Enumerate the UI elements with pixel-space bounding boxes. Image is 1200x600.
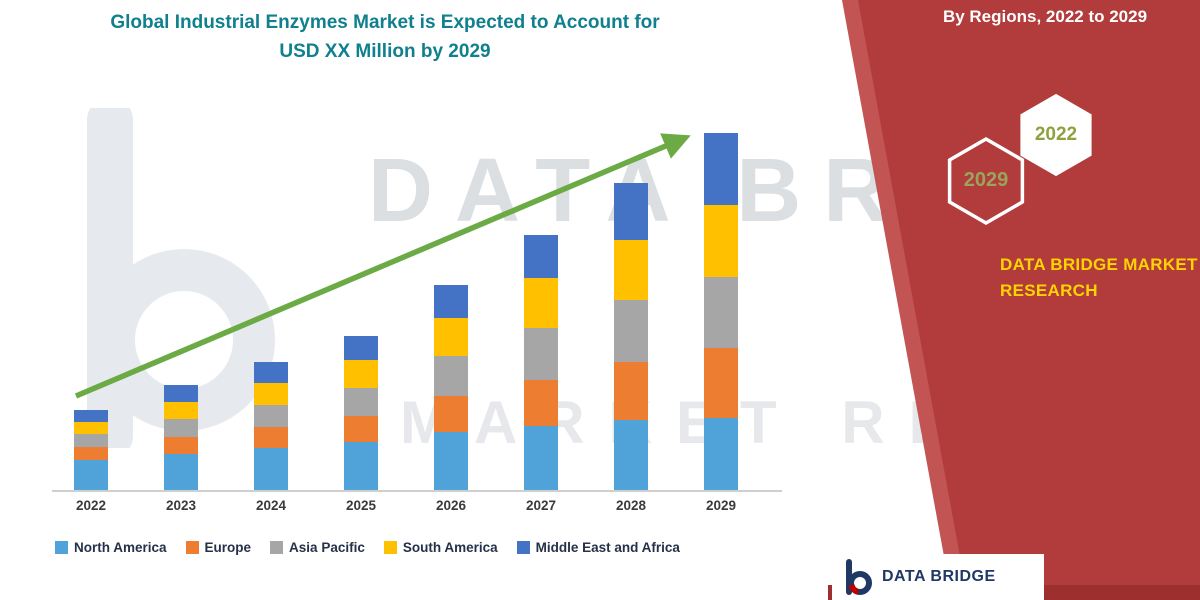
brand-text: DATA BRIDGE MARKET RESEARCH <box>1000 252 1198 303</box>
legend-item-south-america: South America <box>383 540 498 555</box>
brand-text-line2: RESEARCH <box>1000 280 1098 300</box>
legend-item-asia-pacific: Asia Pacific <box>270 540 365 555</box>
bar-segment-asia-pacific-2025 <box>344 388 378 416</box>
bar-segment-asia-pacific-2028 <box>614 300 648 362</box>
bar-segment-europe-2029 <box>704 348 738 418</box>
bar-segment-europe-2025 <box>344 416 378 442</box>
databridge-logo-icon <box>846 559 872 595</box>
legend-label: Europe <box>204 540 252 555</box>
legend-label: Middle East and Africa <box>535 540 680 555</box>
x-axis-label-2027: 2027 <box>525 498 557 513</box>
hexagon-label-2029: 2029 <box>963 169 1009 191</box>
x-axis-label-2028: 2028 <box>615 498 647 513</box>
legend-label: North America <box>74 540 167 555</box>
x-axis-label-2022: 2022 <box>75 498 107 513</box>
bar-segment-north-america-2024 <box>254 448 288 490</box>
bar-segment-europe-2026 <box>434 396 468 432</box>
bar-segment-south-america-2025 <box>344 360 378 388</box>
bar-segment-middle-east-and-africa-2029 <box>704 133 738 205</box>
footer-logo-card: DATA BRIDGE <box>832 554 1044 600</box>
bar-segment-europe-2027 <box>524 380 558 426</box>
bar-segment-asia-pacific-2024 <box>254 405 288 427</box>
x-axis-line <box>52 490 782 492</box>
bar-segment-middle-east-and-africa-2025 <box>344 336 378 360</box>
bar-segment-south-america-2022 <box>74 422 108 434</box>
x-axis-label-2026: 2026 <box>435 498 467 513</box>
watermark-text-row2: MARKET RE <box>400 389 973 456</box>
panel-header-text: By Regions, 2022 to 2029 <box>942 7 1148 26</box>
bar-segment-south-america-2028 <box>614 240 648 300</box>
legend-swatch <box>55 541 68 554</box>
bar-segment-europe-2022 <box>74 447 108 460</box>
bar-segment-north-america-2022 <box>74 460 108 490</box>
bar-segment-middle-east-and-africa-2026 <box>434 285 468 318</box>
bar-segment-north-america-2023 <box>164 454 198 490</box>
bar-segment-north-america-2027 <box>524 426 558 490</box>
x-axis-label-2025: 2025 <box>345 498 377 513</box>
legend-swatch <box>185 541 199 554</box>
legend-item-middle-east-and-africa: Middle East and Africa <box>516 540 680 555</box>
legend-swatch <box>383 541 397 554</box>
bar-segment-asia-pacific-2022 <box>74 434 108 447</box>
legend-item-north-america: North America <box>55 540 167 555</box>
legend-swatch <box>516 541 530 554</box>
bar-segment-middle-east-and-africa-2024 <box>254 362 288 383</box>
bar-segment-north-america-2025 <box>344 442 378 490</box>
legend-label: Asia Pacific <box>289 540 365 555</box>
footer-logo-text: DATA BRIDGE <box>882 568 996 585</box>
x-axis-label-2029: 2029 <box>705 498 737 513</box>
x-axis-label-2023: 2023 <box>165 498 197 513</box>
bar-segment-middle-east-and-africa-2022 <box>74 410 108 422</box>
bar-segment-europe-2028 <box>614 362 648 420</box>
chart-legend: North America Europe Asia Pacific South Ame… <box>55 540 680 555</box>
bar-segment-middle-east-and-africa-2023 <box>164 385 198 402</box>
bar-segment-middle-east-and-africa-2028 <box>614 183 648 240</box>
bar-segment-south-america-2029 <box>704 205 738 277</box>
bar-segment-south-america-2023 <box>164 402 198 419</box>
bar-segment-middle-east-and-africa-2027 <box>524 235 558 278</box>
legend-swatch <box>270 541 284 554</box>
bar-segment-europe-2024 <box>254 427 288 448</box>
brand-text-line1: DATA BRIDGE MARKET <box>1000 255 1198 274</box>
chart-title: Global Industrial Enzymes Market is Expe… <box>55 8 715 67</box>
bar-segment-north-america-2028 <box>614 420 648 490</box>
chart-title-line2: USD XX Million by 2029 <box>279 41 491 63</box>
bar-segment-south-america-2024 <box>254 383 288 405</box>
bar-segment-asia-pacific-2026 <box>434 356 468 396</box>
bar-segment-south-america-2026 <box>434 318 468 356</box>
bar-segment-europe-2023 <box>164 437 198 454</box>
hexagon-label-2022: 2022 <box>1034 124 1078 145</box>
bar-segment-south-america-2027 <box>524 278 558 328</box>
bar-segment-asia-pacific-2023 <box>164 419 198 437</box>
x-axis-label-2024: 2024 <box>255 498 287 513</box>
bar-segment-asia-pacific-2029 <box>704 277 738 348</box>
bar-segment-north-america-2029 <box>704 418 738 490</box>
legend-label: South America <box>402 540 498 555</box>
bar-segment-north-america-2026 <box>434 432 468 490</box>
chart-title-line1: Global Industrial Enzymes Market is Expe… <box>110 12 660 33</box>
legend-item-europe: Europe <box>185 540 252 555</box>
bar-segment-asia-pacific-2027 <box>524 328 558 380</box>
